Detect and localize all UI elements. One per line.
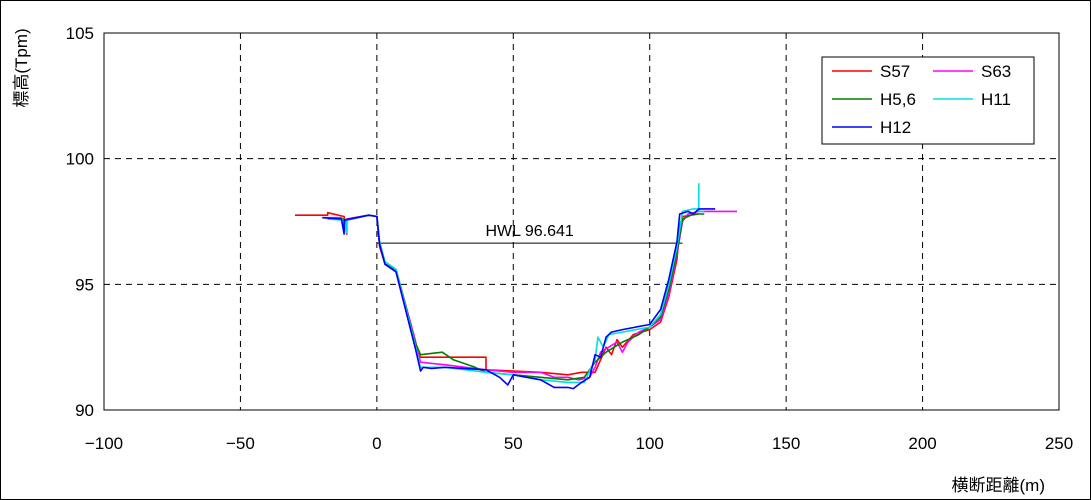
y-tick-label: 105 (66, 24, 94, 43)
legend-label-h5-6: H5,6 (880, 90, 916, 109)
x-tick-label: −100 (85, 434, 123, 453)
legend-label-h11: H11 (981, 90, 1011, 109)
legend-label-s63: S63 (981, 62, 1011, 81)
y-tick-label: 100 (66, 150, 94, 169)
x-tick-label: 50 (504, 434, 523, 453)
series-lines (295, 183, 737, 390)
x-tick-label: 250 (1045, 434, 1073, 453)
tick-labels: −100 −50 0 50 100 150 200 250 90 95 100 105 (66, 24, 1074, 453)
x-tick-label: 200 (908, 434, 936, 453)
y-tick-label: 95 (75, 275, 94, 294)
x-tick-label: 100 (636, 434, 664, 453)
legend: S57 S63 H5,6 H11 H12 (821, 56, 1035, 145)
x-tick-label: 150 (772, 434, 800, 453)
legend-items: S57 S63 H5,6 H11 H12 (832, 62, 1011, 137)
legend-label-h12: H12 (880, 118, 911, 137)
y-axis-title: 標高(Tpm) (12, 28, 31, 107)
x-tick-label: 0 (372, 434, 381, 453)
hwl-annotation: HWL 96.641 (376, 223, 683, 244)
series-line-h12 (322, 208, 716, 390)
legend-label-s57: S57 (880, 62, 910, 81)
x-axis-title: 横断距離(m) (952, 476, 1045, 495)
y-tick-label: 90 (75, 401, 94, 420)
hwl-label: HWL 96.641 (485, 223, 573, 240)
x-tick-label: −50 (226, 434, 255, 453)
plot-area-border (103, 32, 1060, 411)
